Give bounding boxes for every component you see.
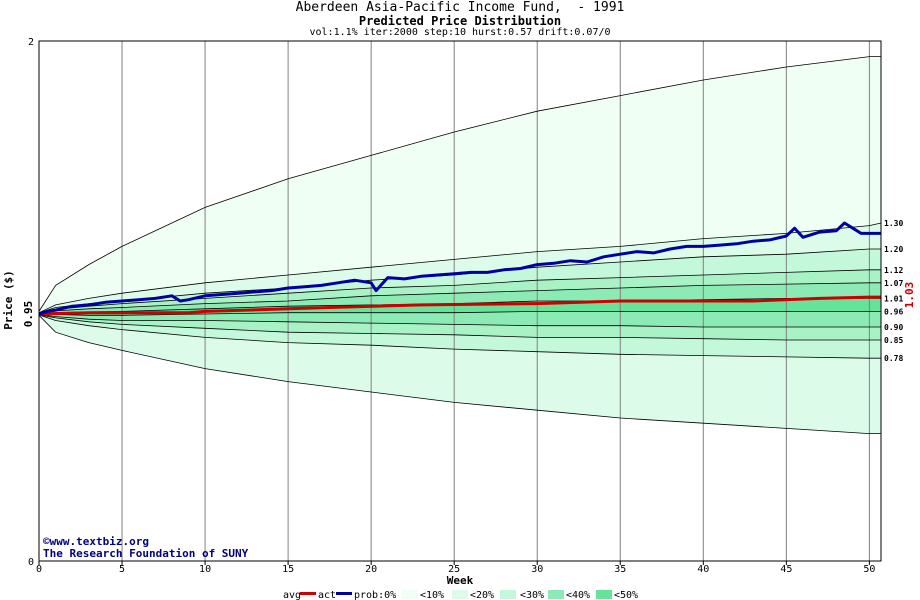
x-axis-label: Week (447, 574, 474, 587)
probability-band-2 (39, 249, 881, 314)
legend: avg act prob:0% <10% <20% <30% <40% <50% (283, 590, 638, 600)
legend-act-swatch (336, 592, 352, 595)
chart-title: Aberdeen Asia-Pacific Income Fund, - 199… (295, 0, 625, 15)
quantile-line-q-1-12 (38, 269, 881, 314)
quantile-label-5: 0.96 (884, 307, 903, 316)
credit-line-2: The Research Foundation of SUNY (43, 547, 249, 560)
x-tick-label-45: 45 (780, 564, 792, 575)
x-tick-label-20: 20 (365, 564, 377, 575)
quantile-label-1: 1.20 (884, 245, 903, 254)
legend-p20-label: <20% (470, 590, 494, 600)
legend-p50-label: <50% (614, 590, 638, 600)
y-tick-bottom: 0 (28, 557, 34, 568)
x-tick-label-25: 25 (448, 564, 460, 575)
x-tick-label-10: 10 (199, 564, 211, 575)
x-tick-label-30: 30 (531, 564, 543, 575)
y-axis-label: Price ($) (2, 270, 15, 330)
quantile-label-4: 1.01 (884, 294, 903, 303)
probability-bands (39, 56, 881, 434)
x-tick-label-15: 15 (282, 564, 294, 575)
quantile-line-q-0-78 (38, 314, 881, 359)
x-tick-label-0: 0 (36, 564, 42, 575)
quantile-label-2: 1.12 (884, 266, 903, 275)
legend-act-label: act (318, 590, 336, 600)
quantile-label-0: 1.30 (884, 219, 903, 228)
quantile-line-q-1-30 (38, 222, 882, 314)
quantile-line-q-0-85 (38, 314, 881, 341)
quantile-label-3: 1.07 (884, 279, 903, 288)
probability-band-4 (39, 282, 881, 314)
x-tick-label-5: 5 (119, 564, 125, 575)
chart-params: vol:1.1% iter:2000 step:10 hurst:0.57 dr… (309, 27, 611, 38)
legend-p0-swatch (402, 590, 418, 599)
credit-line-1: ©www.textbiz.org (43, 535, 149, 548)
quantile-line-q-0-90 (38, 314, 881, 328)
probability-band-6 (39, 311, 881, 327)
plot-frame (38, 40, 882, 562)
legend-p40-label: <40% (566, 590, 590, 600)
x-tick-label-50: 50 (863, 564, 875, 575)
series-line-avg (38, 295, 881, 316)
quantile-line-lower-min (38, 315, 881, 435)
x-tick-label-40: 40 (697, 564, 709, 575)
probability-band-3 (39, 269, 881, 314)
y-tick-top: 2 (28, 37, 34, 48)
probability-band-8 (39, 314, 881, 359)
quantile-label-6: 0.90 (884, 323, 903, 332)
quantile-labels: 1.30 1.20 1.12 1.07 1.01 0.96 0.90 0.85 0.78 (884, 219, 903, 363)
quantile-line-q-1-07 (38, 282, 881, 314)
quantile-label-7: 0.85 (884, 336, 903, 345)
legend-p20-swatch (500, 590, 516, 599)
probability-band-0 (39, 56, 881, 313)
legend-avg-label: avg (283, 590, 301, 600)
legend-p30-label: <30% (520, 590, 544, 600)
legend-p10-label: <10% (420, 590, 444, 600)
series-lines (38, 221, 881, 316)
series-line-act (38, 221, 881, 316)
probability-band-7 (39, 314, 881, 340)
y-tick-start: 0.95 (22, 301, 35, 328)
quantile-line-upper-max (38, 56, 881, 312)
x-axis-ticks: 0 5 10 15 20 25 30 35 40 45 50 (36, 561, 875, 575)
legend-p30-swatch (548, 590, 564, 599)
probability-band-9 (39, 315, 881, 434)
quantile-label-8: 0.78 (884, 354, 903, 363)
x-tick-label-35: 35 (614, 564, 626, 575)
legend-p40-swatch (596, 590, 612, 599)
legend-prob-label: prob:0% (354, 590, 396, 600)
final-value-label: 1.03 (903, 282, 916, 309)
legend-avg-swatch (300, 592, 316, 595)
legend-p10-swatch (452, 590, 468, 599)
chart-subtitle: Predicted Price Distribution (358, 14, 562, 28)
quantile-line-q-0-96 (38, 310, 881, 316)
